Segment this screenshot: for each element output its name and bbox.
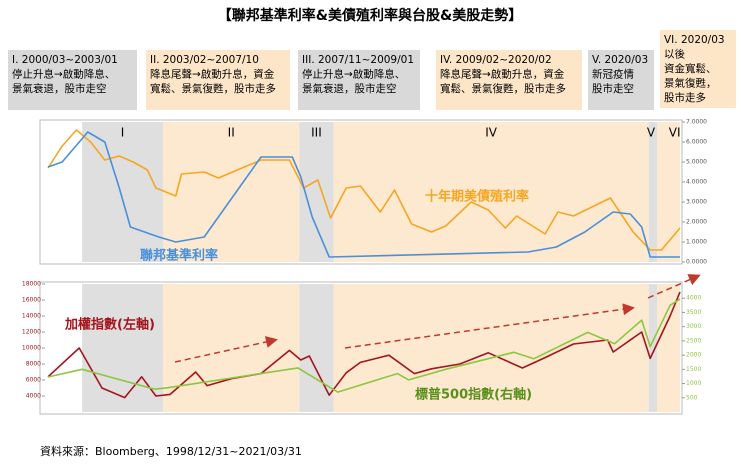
- annotation-line: 停止升息→啟動降息、: [12, 68, 115, 81]
- annotation-box: [298, 50, 420, 110]
- annotation-line: I. 2000/03~2003/01: [12, 54, 118, 66]
- trend-arrows: [174, 274, 701, 363]
- annotation-line: 新冠疫情: [592, 68, 634, 81]
- annotation-line: IV. 2009/02~2020/02: [440, 54, 552, 66]
- series-line: [47, 298, 681, 393]
- top-frame: [39, 119, 683, 265]
- phase-band: [82, 122, 164, 262]
- annotation-line: 寬鬆、景氣復甦，股市走多: [440, 82, 566, 95]
- tick-label: 1000: [686, 380, 701, 387]
- tick-label: 5.0000: [686, 159, 707, 166]
- source: 資料來源：Bloomberg、1998/12/31~2021/03/31: [40, 444, 302, 458]
- annotation-line: 景氣復甦，: [664, 77, 717, 90]
- annotation-line: 股市走多: [664, 91, 706, 104]
- annotation-line: 景氣衰退，股市走空: [302, 82, 397, 95]
- phase-numeral: III: [311, 126, 322, 140]
- phase-band: [333, 122, 649, 262]
- phase-numeral: II: [228, 126, 235, 140]
- annotation-line: 資金寬鬆、: [664, 62, 717, 75]
- annotation-box: [660, 30, 736, 108]
- series-line: [47, 129, 681, 251]
- annotation-line: III. 2007/11~2009/01: [302, 54, 414, 66]
- phase-band: [82, 284, 164, 412]
- annotation-box: [146, 50, 290, 110]
- annotation-line: VI. 2020/03: [664, 34, 725, 46]
- tick-label: 8000: [26, 361, 41, 368]
- phase-band: [163, 122, 300, 262]
- tick-label: 3500: [686, 309, 701, 316]
- tick-label: 3000: [686, 323, 701, 330]
- tick-label: 14000: [22, 313, 41, 320]
- tick-label: 12000: [22, 329, 41, 336]
- phase-numeral: I: [121, 126, 125, 140]
- phase-band: [333, 284, 649, 412]
- series-label: 十年期美債殖利率: [425, 189, 529, 205]
- phase-numeral: VI: [669, 126, 681, 140]
- arrow: [344, 303, 635, 349]
- series-label: 聯邦基準利率: [140, 248, 218, 264]
- tick-label: 3.0000: [686, 199, 707, 206]
- bottom-frame: [39, 281, 683, 415]
- tick-label: 4000: [26, 393, 41, 400]
- tick-label: 1.0000: [686, 239, 707, 246]
- tick-label: 0.0000: [686, 259, 707, 266]
- phase-band: [657, 284, 680, 412]
- annotation-box: [588, 50, 654, 110]
- annotation-line: 降息尾聲→啟動升息，資金: [440, 68, 565, 81]
- phase-numeral: V: [647, 126, 656, 140]
- tick-label: 6000: [26, 377, 41, 384]
- tick-label: 10000: [22, 345, 41, 352]
- phase-band: [648, 122, 658, 262]
- annotation-line: 降息尾聲→啟動升息，資金: [150, 68, 275, 81]
- annotation-line: 以後: [664, 48, 685, 61]
- annotation-line: 景氣衰退，股市走空: [12, 82, 107, 95]
- annotation-line: 寬鬆、景氣復甦，股市走多: [150, 82, 276, 95]
- tick-label: 2500: [686, 337, 701, 344]
- series-label: 加權指數(左軸): [64, 317, 155, 333]
- arrow: [174, 336, 278, 363]
- tick-label: 4.0000: [686, 179, 707, 186]
- tick-label: 16000: [22, 297, 41, 304]
- arrow: [647, 274, 701, 299]
- tick-label: 500: [686, 394, 698, 401]
- phase-band: [163, 284, 300, 412]
- tick-label: 18000: [22, 281, 41, 288]
- annotation-line: 股市走空: [592, 82, 634, 95]
- series-line: [47, 131, 680, 258]
- annotation-line: 停止升息→啟動降息、: [302, 68, 405, 81]
- tick-label: 1500: [686, 366, 701, 373]
- annotation-line: II. 2003/02~2007/10: [150, 54, 259, 66]
- annotation-box: [436, 50, 582, 110]
- annotation-box: [8, 50, 137, 110]
- tick-label: 2000: [686, 352, 701, 359]
- tick-label: 6.0000: [686, 139, 707, 146]
- phase-band: [657, 122, 680, 262]
- title: 【聯邦基準利率&美債殖利率與台股&美股走勢】: [218, 7, 522, 24]
- series-label: 標普500指數(右軸): [415, 387, 532, 403]
- tick-label: 2.0000: [686, 219, 707, 226]
- tick-label: 7.0000: [686, 119, 707, 126]
- phase-numeral: IV: [485, 126, 498, 140]
- phase-band: [648, 284, 658, 412]
- annotation-line: V. 2020/03: [592, 54, 648, 66]
- tick-label: 4000: [686, 295, 701, 302]
